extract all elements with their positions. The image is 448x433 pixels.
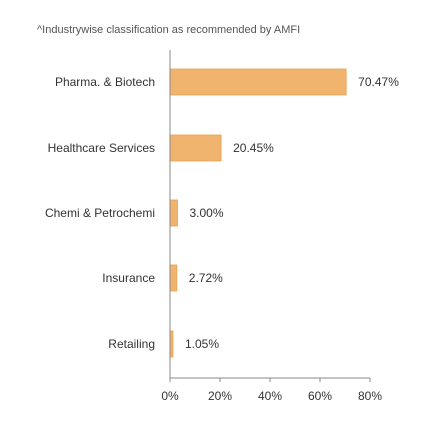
chart-footnote: ^Industrywise classification as recommen…: [37, 24, 301, 36]
value-label-1: 20.45%: [233, 141, 274, 155]
value-label-3: 2.72%: [189, 271, 223, 285]
bar-3: [169, 264, 178, 292]
category-label-4: Retailing: [108, 337, 155, 351]
category-label-2: Chemi & Petrochemi: [45, 206, 155, 220]
value-label-2: 3.00%: [190, 206, 224, 220]
x-tick-label-0: 0%: [161, 389, 179, 403]
bar-1: [169, 134, 222, 162]
category-label-1: Healthcare Services: [48, 141, 155, 155]
value-label-4: 1.05%: [185, 337, 219, 351]
value-label-0: 70.47%: [358, 75, 399, 89]
bar-0: [169, 68, 347, 96]
x-tick-label-2: 40%: [258, 389, 282, 403]
x-tick-label-1: 20%: [208, 389, 232, 403]
bar-2: [169, 199, 178, 227]
category-label-3: Insurance: [102, 271, 155, 285]
x-tick-label-3: 60%: [308, 389, 332, 403]
category-label-0: Pharma. & Biotech: [55, 75, 155, 89]
x-tick-label-4: 80%: [358, 389, 382, 403]
